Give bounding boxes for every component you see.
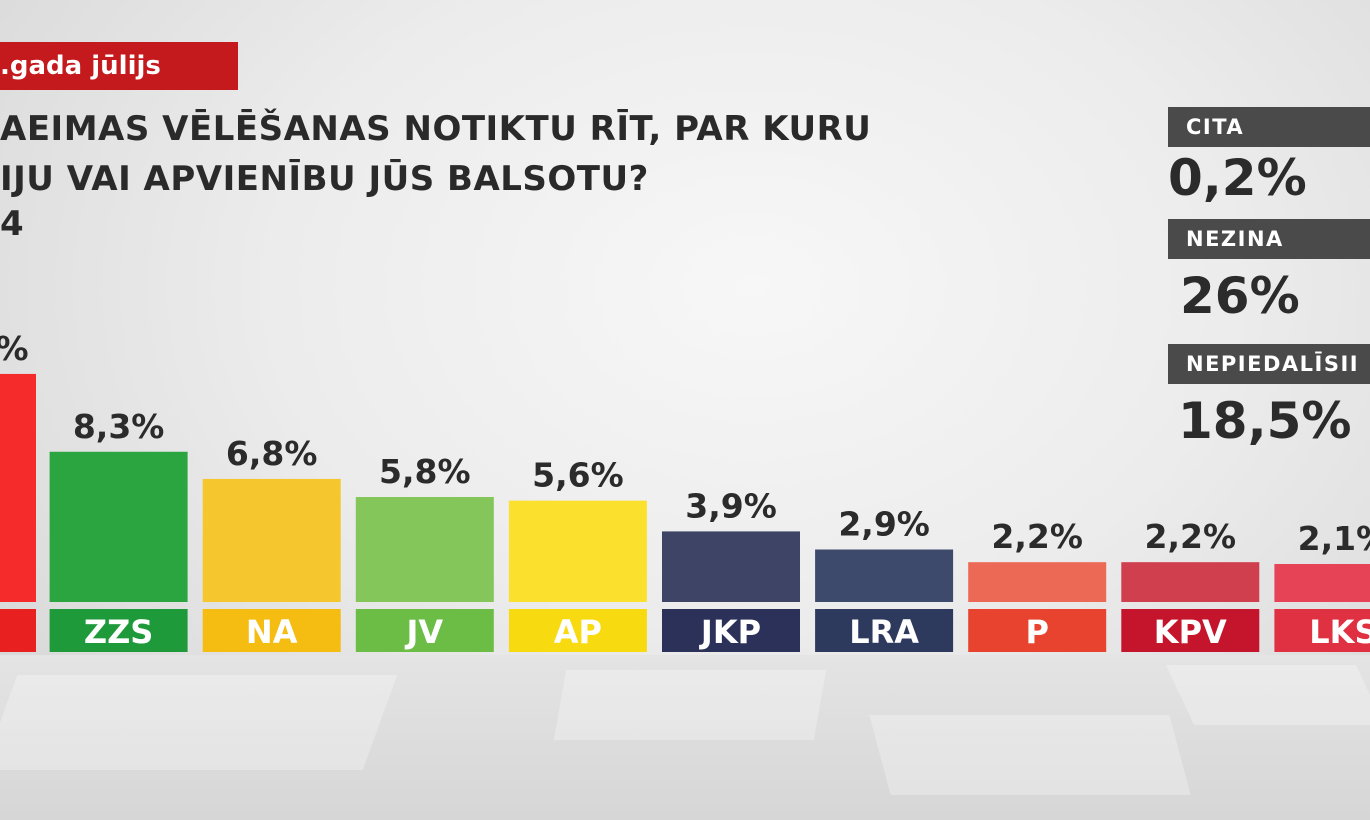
bar-first [0,373,36,602]
bar-lra [815,549,954,602]
value-label-zzs: 8,3% [73,407,165,446]
category-box-ap [508,609,647,652]
side-value-nezina: 26% [1180,267,1300,325]
value-label-na: 6,8% [226,434,318,473]
category-label-jkp: JKP [699,613,761,651]
category-box-lks [1274,609,1370,652]
category-label-lks: LKS [1309,613,1370,651]
floor-background [0,655,1370,820]
category-label-p: P [1025,613,1048,651]
bar-zzs [49,451,188,602]
category-box-jkp [662,609,800,652]
side-value-cita: 0,2% [1168,149,1307,207]
bar-na [202,478,341,602]
value-label-p: 2,2% [991,517,1083,556]
category-label-lra: LRA [849,613,919,651]
value-label-lra: 2,9% [838,505,930,544]
side-label-cita: CITA [1168,107,1370,147]
category-box-lra [815,609,954,652]
date-tag: .gada jūlijs [0,42,238,90]
value-label-lks: 2,1% [1298,519,1370,558]
category-box-jv [355,609,494,652]
side-value-nepiedalisies: 18,5% [1178,392,1352,450]
value-label-jkp: 3,9% [685,486,777,525]
bar-ap [508,500,647,602]
value-label-jv: 5,8% [379,452,471,491]
category-label-ap: AP [554,613,602,651]
poll-question: AEIMAS VĒLĒŠANAS NOTIKTU RĪT, PAR KURU I… [0,104,871,204]
side-label-nepiedalisies: NEPIEDALĪSII [1168,344,1370,384]
category-label-kpv: KPV [1154,613,1227,651]
side-label-nezina: NEZINA [1168,219,1370,259]
bar-jv [355,497,494,602]
question-line-1: AEIMAS VĒLĒŠANAS NOTIKTU RĪT, PAR KURU [0,109,872,149]
value-label-ap: 5,6% [532,456,624,495]
category-box-p [968,609,1107,652]
category-box-zzs [49,609,188,652]
bar-lks [1274,563,1370,602]
bar-jkp [662,531,800,602]
question-line-2: IJU VAI APVIENĪBU JŪS BALSOTU? [0,159,649,199]
category-box-first [0,609,36,652]
bar-kpv [1121,562,1260,602]
category-box-kpv [1121,609,1260,652]
category-label-zzs: ZZS [84,613,153,651]
category-box-na [202,609,341,652]
value-label-first: % [0,329,29,368]
value-label-kpv: 2,2% [1145,517,1237,556]
category-label-na: NA [246,613,298,651]
subnote: 4 [0,204,24,244]
bar-p [968,562,1107,602]
category-label-jv: JV [404,613,443,651]
